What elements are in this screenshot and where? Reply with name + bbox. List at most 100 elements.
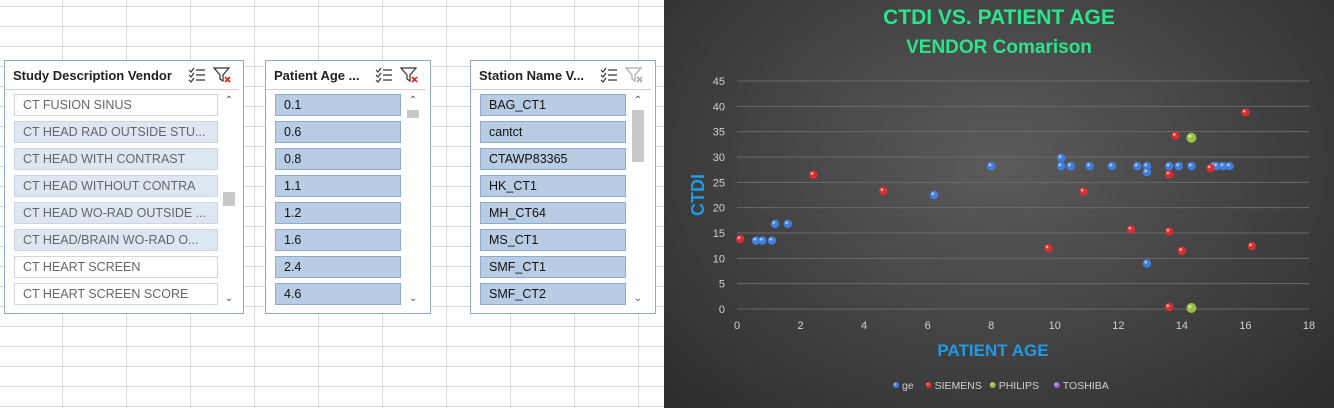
data-point-ge [1174, 161, 1183, 171]
data-point-ge [1142, 161, 1152, 171]
data-point-ge [1212, 161, 1222, 171]
slicer-item[interactable]: 1.1 [275, 175, 401, 197]
slicer-patient-age: Patient Age ... 0.1 0.6 0.8 1.1 1.2 1.6 … [265, 60, 431, 314]
chart-plot: 0 5 10 15 20 25 30 35 40 45 0 2 4 6 8 10 12 14 16 18 PATIENT… [688, 76, 1315, 392]
chevron-up-icon[interactable]: ⌃ [224, 95, 234, 106]
slicer-item[interactable]: 0.6 [275, 121, 401, 143]
clear-filter-icon[interactable] [624, 66, 645, 84]
scrollbar-thumb[interactable] [407, 110, 419, 118]
data-point-ge [987, 161, 996, 171]
data-point-ge [783, 219, 793, 229]
legend-marker [893, 382, 899, 388]
slicer-item[interactable]: HK_CT1 [480, 175, 626, 197]
legend-marker [1053, 382, 1060, 388]
data-point-ge [1142, 168, 1152, 177]
data-point-ge [1187, 161, 1196, 171]
data-point-siemens [1164, 170, 1174, 179]
legend-label: ge [902, 380, 914, 392]
slicer-study-description: Study Description Vendor CT FUSION SINUS… [4, 60, 244, 314]
data-point-ge [1066, 161, 1075, 171]
data-point-ge [1225, 161, 1234, 171]
slicer-item[interactable]: 4.6 [275, 283, 401, 305]
slicer-item[interactable]: CT HEART SCREEN SCORE [14, 283, 218, 305]
x-tick-label: 12 [1112, 320, 1124, 332]
slicer-item[interactable]: 2.4 [275, 256, 401, 278]
slicer-item[interactable]: CTAWP83365 [480, 148, 626, 170]
slicer-item[interactable]: CT FUSION SINUS [14, 94, 218, 116]
x-tick-label: 4 [861, 320, 867, 332]
chevron-down-icon[interactable]: ⌄ [633, 293, 643, 304]
slicer-item[interactable]: BAG_CT1 [480, 94, 626, 116]
y-tick-label: 0 [719, 304, 725, 316]
data-point-siemens [1126, 225, 1136, 234]
legend-label: SIEMENS [935, 380, 982, 392]
data-point-siemens [809, 170, 818, 179]
data-point-philips [1186, 132, 1197, 143]
slicer-item[interactable]: CT HEAD RAD OUTSIDE STU... [14, 121, 218, 143]
slicer-item[interactable]: CT HEAD WITHOUT CONTRA [14, 175, 218, 197]
x-axis-label: PATIENT AGE [937, 341, 1048, 360]
slicer-title: Study Description Vendor [13, 67, 172, 83]
chevron-down-icon[interactable]: ⌄ [408, 293, 418, 304]
data-point-ge [751, 236, 761, 245]
slicer-item[interactable]: 0.1 [275, 94, 401, 116]
slicer-station-name: Station Name V... BAG_CT1 cantct CTAWP83… [470, 60, 656, 314]
slicer-header: Study Description Vendor [5, 61, 239, 90]
chevron-up-icon[interactable]: ⌃ [408, 95, 418, 106]
x-tick-label: 0 [734, 320, 740, 332]
x-tick-label: 14 [1176, 320, 1188, 332]
multi-select-icon[interactable] [599, 66, 619, 84]
y-tick-label: 40 [713, 101, 725, 113]
y-tick-label: 20 [713, 203, 725, 215]
slicer-item[interactable]: SMF_CT2 [480, 283, 626, 305]
scrollbar-thumb[interactable] [632, 110, 644, 162]
slicer-item[interactable]: CT HEAD WITH CONTRAST [14, 148, 218, 170]
x-tick-label: 16 [1239, 320, 1251, 332]
slicer-item[interactable]: 0.8 [275, 148, 401, 170]
slicer-scrollbar[interactable]: ⌃ ⌄ [222, 94, 236, 306]
data-point-ge [1107, 161, 1117, 171]
data-point-ge [767, 236, 777, 245]
slicer-item[interactable]: CT HEART SCREEN [14, 256, 218, 278]
x-tick-label: 8 [988, 320, 994, 332]
legend-marker [925, 382, 932, 388]
clear-filter-icon[interactable] [212, 66, 233, 84]
slicer-item-list: CT FUSION SINUS CT HEAD RAD OUTSIDE STU.… [14, 94, 218, 310]
chevron-up-icon[interactable]: ⌃ [633, 95, 643, 106]
slicer-scrollbar[interactable]: ⌃ ⌄ [631, 94, 645, 306]
data-point-siemens [1171, 131, 1180, 140]
legend-marker [989, 382, 996, 388]
clear-filter-icon[interactable] [399, 66, 420, 84]
x-tick-label: 6 [925, 320, 931, 332]
slicer-item[interactable]: MH_CT64 [480, 202, 626, 224]
slicer-item[interactable]: CT HEAD WO-RAD OUTSIDE ... [14, 202, 218, 224]
slicer-title: Station Name V... [479, 67, 584, 83]
slicer-item[interactable]: 1.2 [275, 202, 401, 224]
data-point-siemens [1247, 241, 1256, 251]
slicer-item[interactable]: cantct [480, 121, 626, 143]
data-point-ge [758, 236, 767, 245]
data-point-ge [770, 219, 780, 229]
data-point-siemens [735, 234, 745, 244]
y-tick-label: 30 [713, 152, 725, 164]
slicer-item[interactable]: MS_CT1 [480, 229, 626, 251]
legend-label: PHILIPS [999, 380, 1039, 392]
chevron-down-icon[interactable]: ⌄ [224, 293, 234, 304]
data-point-ge [929, 190, 939, 200]
multi-select-icon[interactable] [187, 66, 207, 84]
y-tick-label: 10 [713, 253, 725, 265]
slicer-scrollbar[interactable]: ⌃ ⌄ [406, 94, 420, 306]
scatter-chart: CTDI VS. PATIENT AGE VENDOR Comarison 0 5… [664, 0, 1334, 408]
slicer-item[interactable]: SMF_CT1 [480, 256, 626, 278]
x-tick-label: 18 [1303, 320, 1315, 332]
slicer-title: Patient Age ... [274, 67, 360, 83]
x-tick-label: 2 [797, 320, 803, 332]
y-tick-label: 25 [713, 177, 725, 189]
multi-select-icon[interactable] [374, 66, 394, 84]
scrollbar-thumb[interactable] [223, 192, 235, 206]
data-point-siemens [1164, 302, 1174, 312]
slicer-item[interactable]: CT HEAD/BRAIN WO-RAD O... [14, 229, 218, 251]
data-point-siemens [1164, 227, 1174, 236]
slicer-item[interactable]: 1.6 [275, 229, 401, 251]
slicer-header: Station Name V... [471, 61, 651, 90]
